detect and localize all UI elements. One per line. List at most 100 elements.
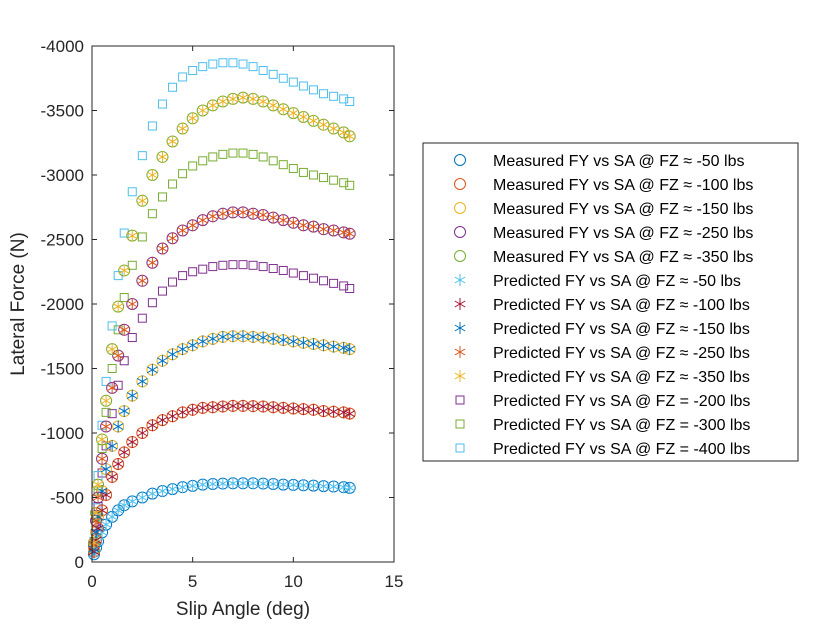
data-point-s7-7	[118, 405, 130, 418]
data-point-s11-16	[208, 152, 218, 162]
data-point-s6-10	[146, 419, 158, 432]
data-point-s9-3	[96, 433, 108, 446]
data-point-s9-27	[318, 118, 329, 131]
data-point-s10-8	[127, 333, 137, 343]
data-point-s10-22	[268, 264, 278, 274]
y-tick-label-8: -4000	[41, 37, 84, 56]
data-point-s11-28	[329, 175, 339, 185]
data-point-s9-8	[126, 229, 138, 242]
data-point-s9-6	[112, 300, 124, 313]
data-point-s6-20	[247, 400, 259, 413]
data-point-s11-13	[178, 169, 188, 179]
legend-label-0: Measured FY vs SA @ FZ ≈ -50 lbs	[493, 153, 744, 170]
data-point-s6-25	[297, 403, 309, 416]
data-point-s6-17	[217, 400, 229, 413]
data-point-s9-16	[207, 99, 219, 112]
data-point-s5-16	[207, 477, 219, 490]
legend-entry-2: Measured FY vs SA @ FZ ≈ -150 lbs	[454, 201, 753, 218]
data-point-s10-26	[308, 273, 318, 283]
y-tick-label-7: -3500	[41, 102, 84, 121]
data-point-s11-15	[198, 156, 208, 166]
data-point-s10-15	[198, 264, 208, 274]
data-point-s11-30	[345, 180, 355, 190]
data-point-s5-20	[247, 477, 259, 490]
data-point-s10-14	[188, 267, 198, 277]
data-point-s5-21	[257, 477, 269, 490]
data-point-s9-2	[92, 478, 104, 491]
data-point-s6-19	[237, 399, 249, 412]
data-point-s9-20	[247, 92, 259, 105]
data-point-s6-5	[106, 470, 118, 483]
data-point-s11-19	[238, 148, 248, 158]
legend-entry-0: Measured FY vs SA @ FZ ≈ -50 lbs	[454, 153, 744, 170]
data-point-s11-12	[168, 179, 178, 189]
data-point-s5-19	[237, 477, 249, 490]
legend-marker-11	[455, 419, 465, 429]
legend-entry-12: Predicted FY vs SA @ FZ = -400 lbs	[455, 441, 750, 458]
data-point-s9-24	[287, 107, 299, 120]
data-point-s9-28	[328, 122, 340, 135]
data-point-s5-30	[344, 481, 356, 494]
data-point-s8-2	[92, 491, 104, 504]
data-point-s12-25	[298, 81, 308, 91]
data-point-s7-13	[177, 343, 189, 356]
data-point-s7-24	[287, 335, 299, 348]
data-point-s12-13	[178, 72, 188, 82]
data-point-s8-20	[247, 207, 259, 220]
legend-marker-9	[454, 370, 466, 382]
data-point-s5-26	[308, 479, 319, 492]
data-point-s6-29	[338, 406, 350, 419]
data-point-s10-17	[218, 260, 228, 270]
data-point-s7-20	[247, 330, 259, 343]
data-point-s12-4	[101, 376, 111, 386]
legend-marker-8	[454, 346, 466, 358]
data-point-s8-26	[308, 220, 319, 233]
data-point-s11-11	[157, 192, 167, 202]
data-point-s10-30	[345, 284, 355, 294]
legend-label-6: Predicted FY vs SA @ FZ ≈ -100 lbs	[493, 297, 750, 314]
data-point-s12-24	[288, 77, 298, 87]
legend-marker-10	[455, 395, 465, 405]
legend-marker-3	[454, 226, 466, 238]
data-point-s7-27	[318, 339, 329, 352]
data-point-s5-9	[136, 491, 148, 504]
legend: Measured FY vs SA @ FZ ≈ -50 lbs Measured…	[422, 142, 799, 462]
x-tick-label-1: 5	[188, 572, 197, 591]
data-point-s9-12	[167, 135, 178, 148]
data-point-s12-10	[147, 121, 157, 131]
data-point-s7-18	[227, 330, 239, 343]
data-point-s7-17	[217, 330, 229, 343]
data-point-s5-10	[146, 487, 158, 500]
legend-entry-11: Predicted FY vs SA @ FZ = -300 lbs	[455, 417, 750, 434]
data-point-s10-19	[238, 260, 248, 270]
data-point-s8-22	[267, 211, 279, 224]
data-point-s5-12	[167, 483, 178, 496]
legend-label-7: Predicted FY vs SA @ FZ ≈ -150 lbs	[493, 321, 750, 338]
data-point-s5-11	[157, 485, 168, 498]
data-point-s7-29	[338, 341, 350, 354]
data-point-s6-7	[118, 446, 130, 459]
data-point-s8-6	[112, 349, 124, 362]
data-point-s10-29	[339, 281, 349, 291]
data-point-s8-13	[177, 224, 189, 237]
data-point-s11-8	[127, 260, 137, 270]
data-point-s8-14	[187, 219, 199, 232]
data-point-s12-22	[268, 69, 278, 79]
data-point-s6-28	[328, 405, 340, 418]
data-point-s6-13	[177, 406, 189, 419]
legend-box	[422, 142, 799, 462]
data-point-s6-2	[92, 522, 104, 535]
data-point-s6-8	[126, 436, 138, 449]
data-point-s8-18	[227, 206, 239, 219]
data-point-s5-22	[267, 477, 279, 490]
data-point-s7-15	[197, 335, 209, 348]
data-point-s5-7	[118, 499, 130, 512]
data-point-s9-17	[217, 95, 229, 108]
data-point-s9-25	[297, 110, 309, 123]
data-point-s11-25	[298, 167, 308, 177]
data-point-s5-27	[318, 480, 329, 493]
data-point-s11-10	[147, 209, 157, 219]
data-point-s7-28	[328, 340, 340, 353]
data-point-s6-22	[267, 401, 279, 414]
data-point-s11-5	[107, 364, 117, 373]
